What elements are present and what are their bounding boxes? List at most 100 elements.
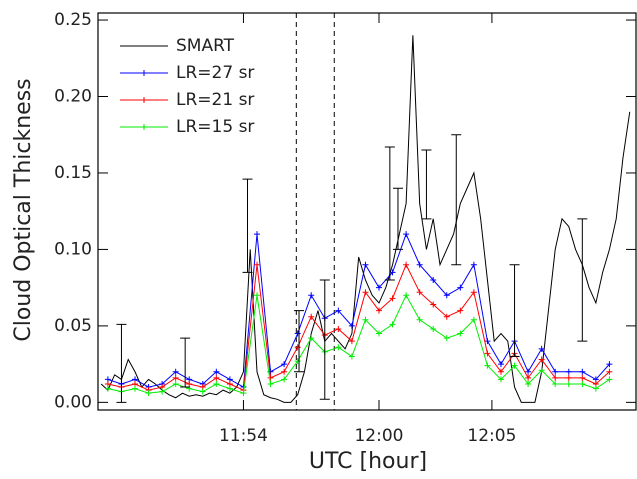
error-bar bbox=[242, 178, 253, 273]
marker bbox=[308, 313, 315, 320]
marker bbox=[186, 385, 193, 392]
marker bbox=[525, 368, 532, 375]
marker bbox=[579, 381, 586, 388]
marker bbox=[430, 301, 437, 308]
marker bbox=[606, 368, 613, 375]
marker bbox=[403, 292, 410, 299]
error-bar bbox=[384, 146, 395, 281]
marker bbox=[213, 374, 220, 381]
error-bar bbox=[294, 310, 305, 373]
marker bbox=[470, 316, 477, 323]
marker bbox=[457, 307, 464, 314]
x-tick-label: 12:05 bbox=[467, 426, 516, 446]
marker bbox=[389, 295, 396, 302]
y-tick-label: 0.20 bbox=[54, 86, 92, 106]
marker bbox=[525, 381, 532, 388]
marker bbox=[335, 307, 342, 314]
marker bbox=[213, 368, 220, 375]
marker bbox=[389, 269, 396, 276]
marker bbox=[254, 292, 261, 299]
marker bbox=[172, 374, 179, 381]
error-bar bbox=[421, 149, 432, 220]
marker bbox=[403, 261, 410, 268]
marker bbox=[362, 316, 369, 323]
marker bbox=[281, 368, 288, 375]
marker bbox=[389, 321, 396, 328]
x-axis-label: UTC [hour] bbox=[309, 449, 427, 474]
y-tick-label: 0.00 bbox=[54, 392, 92, 412]
marker bbox=[552, 374, 559, 381]
x-tick-label: 11:54 bbox=[219, 426, 268, 446]
legend-label: LR=27 sr bbox=[176, 63, 254, 83]
legend-label: SMART bbox=[176, 36, 235, 56]
error-bar bbox=[319, 279, 330, 400]
marker bbox=[443, 292, 450, 299]
marker bbox=[511, 362, 518, 369]
marker bbox=[443, 335, 450, 342]
series-line bbox=[107, 232, 610, 388]
marker bbox=[403, 231, 410, 238]
y-tick-label: 0.05 bbox=[54, 316, 92, 336]
marker bbox=[348, 353, 355, 360]
marker bbox=[416, 261, 423, 268]
error-bar bbox=[180, 337, 191, 388]
marker bbox=[538, 356, 545, 363]
marker bbox=[565, 381, 572, 388]
marker bbox=[159, 388, 166, 395]
marker bbox=[470, 261, 477, 268]
marker bbox=[172, 381, 179, 388]
marker bbox=[470, 289, 477, 296]
marker bbox=[538, 345, 545, 352]
marker bbox=[606, 361, 613, 368]
marker bbox=[497, 361, 504, 368]
marker bbox=[145, 390, 152, 397]
marker bbox=[416, 289, 423, 296]
x-tick-label: 12:00 bbox=[354, 426, 403, 446]
marker bbox=[348, 338, 355, 345]
marker bbox=[592, 385, 599, 392]
plot-frame bbox=[97, 12, 637, 411]
marker bbox=[226, 385, 233, 392]
marker bbox=[199, 388, 206, 395]
marker bbox=[457, 284, 464, 291]
marker bbox=[254, 261, 261, 268]
marker bbox=[362, 289, 369, 296]
marker bbox=[457, 330, 464, 337]
marker bbox=[348, 322, 355, 329]
marker bbox=[362, 261, 369, 268]
marker bbox=[579, 374, 586, 381]
marker bbox=[104, 385, 111, 392]
marker bbox=[430, 325, 437, 332]
marker bbox=[240, 390, 247, 397]
marker bbox=[294, 344, 301, 351]
marker bbox=[132, 385, 139, 392]
y-tick-label: 0.10 bbox=[54, 239, 92, 259]
legend-label: LR=21 sr bbox=[176, 90, 254, 110]
marker bbox=[172, 368, 179, 375]
marker bbox=[443, 313, 450, 320]
series-line bbox=[107, 263, 610, 391]
marker bbox=[484, 362, 491, 369]
legend-label: LR=15 sr bbox=[176, 117, 254, 137]
marker bbox=[416, 316, 423, 323]
marker bbox=[281, 361, 288, 368]
marker bbox=[579, 368, 586, 375]
marker bbox=[294, 330, 301, 337]
marker bbox=[430, 277, 437, 284]
y-tick-label: 0.15 bbox=[54, 163, 92, 183]
y-axis-label: Cloud Optical Thickness bbox=[11, 78, 36, 341]
legend-marker bbox=[141, 70, 147, 76]
y-tick-label: 0.25 bbox=[54, 10, 92, 30]
error-bar bbox=[509, 264, 520, 357]
marker bbox=[552, 368, 559, 375]
marker bbox=[308, 292, 315, 299]
marker bbox=[538, 367, 545, 374]
marker bbox=[213, 381, 220, 388]
marker bbox=[375, 307, 382, 314]
marker bbox=[606, 376, 613, 383]
error-bar bbox=[451, 134, 462, 266]
marker bbox=[267, 374, 274, 381]
legend-marker bbox=[141, 124, 147, 130]
marker bbox=[484, 338, 491, 345]
marker bbox=[335, 325, 342, 332]
